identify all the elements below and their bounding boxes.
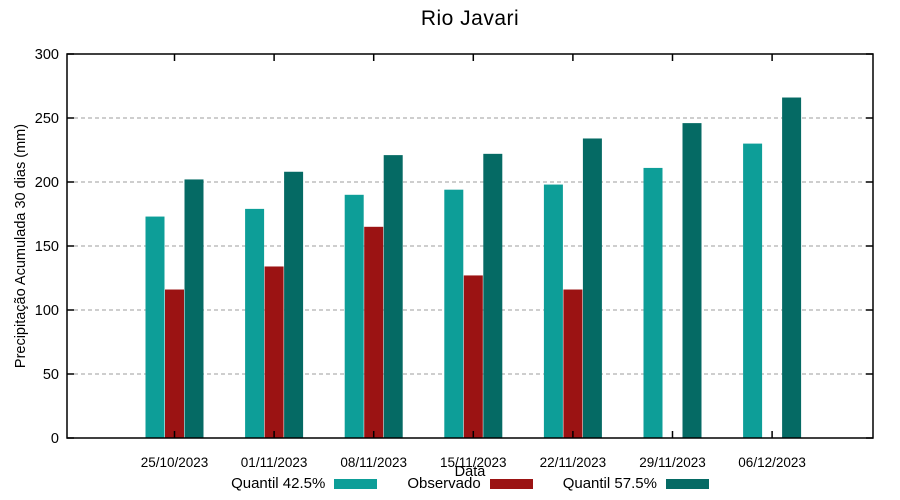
bar xyxy=(364,226,384,438)
bar xyxy=(463,275,483,438)
bar xyxy=(582,138,602,439)
bar xyxy=(344,194,364,438)
y-tick-label: 300 xyxy=(35,47,59,63)
x-tick-label: 25/10/2023 xyxy=(141,455,209,470)
y-tick-label: 100 xyxy=(35,303,59,319)
bar xyxy=(245,208,265,438)
bar xyxy=(264,266,284,438)
chart-title: Rio Javari xyxy=(420,7,520,30)
bar xyxy=(682,123,702,439)
bar xyxy=(543,184,563,438)
bar xyxy=(643,167,663,439)
legend-item: Observado xyxy=(407,475,533,492)
bar xyxy=(444,189,464,438)
legend-swatch xyxy=(665,478,709,489)
bar xyxy=(563,289,583,438)
legend-label: Quantil 42.5% xyxy=(231,475,326,492)
x-tick-label: 29/11/2023 xyxy=(639,455,706,470)
bar xyxy=(284,171,304,438)
bar xyxy=(184,179,204,438)
legend-item: Quantil 57.5% xyxy=(563,475,709,492)
bar xyxy=(483,153,503,438)
x-tick-label: 15/11/2023 xyxy=(440,455,507,470)
legend-swatch xyxy=(334,478,378,489)
y-tick-label: 250 xyxy=(35,111,59,127)
x-tick-label: 01/11/2023 xyxy=(241,455,308,470)
x-tick-label: 08/11/2023 xyxy=(340,455,407,470)
x-tick-label: 06/12/2023 xyxy=(738,455,806,470)
y-tick-label: 150 xyxy=(35,239,59,255)
legend-label: Observado xyxy=(407,475,481,492)
chart-legend: Quantil 42.5% Observado Quantil 57.5% xyxy=(67,475,873,492)
bar xyxy=(782,97,802,439)
bar xyxy=(165,289,184,438)
legend-swatch xyxy=(489,478,533,489)
legend-label: Quantil 57.5% xyxy=(562,475,657,492)
bar xyxy=(383,155,403,438)
y-tick-label: 50 xyxy=(43,367,59,383)
legend-item: Quantil 42.5% xyxy=(231,475,378,492)
y-tick-label: 0 xyxy=(51,431,59,447)
bar xyxy=(743,143,763,438)
bar xyxy=(145,216,165,438)
y-tick-label: 200 xyxy=(35,175,59,191)
x-tick-label: 22/11/2023 xyxy=(540,455,607,470)
x-axis-label: Data xyxy=(454,464,486,480)
